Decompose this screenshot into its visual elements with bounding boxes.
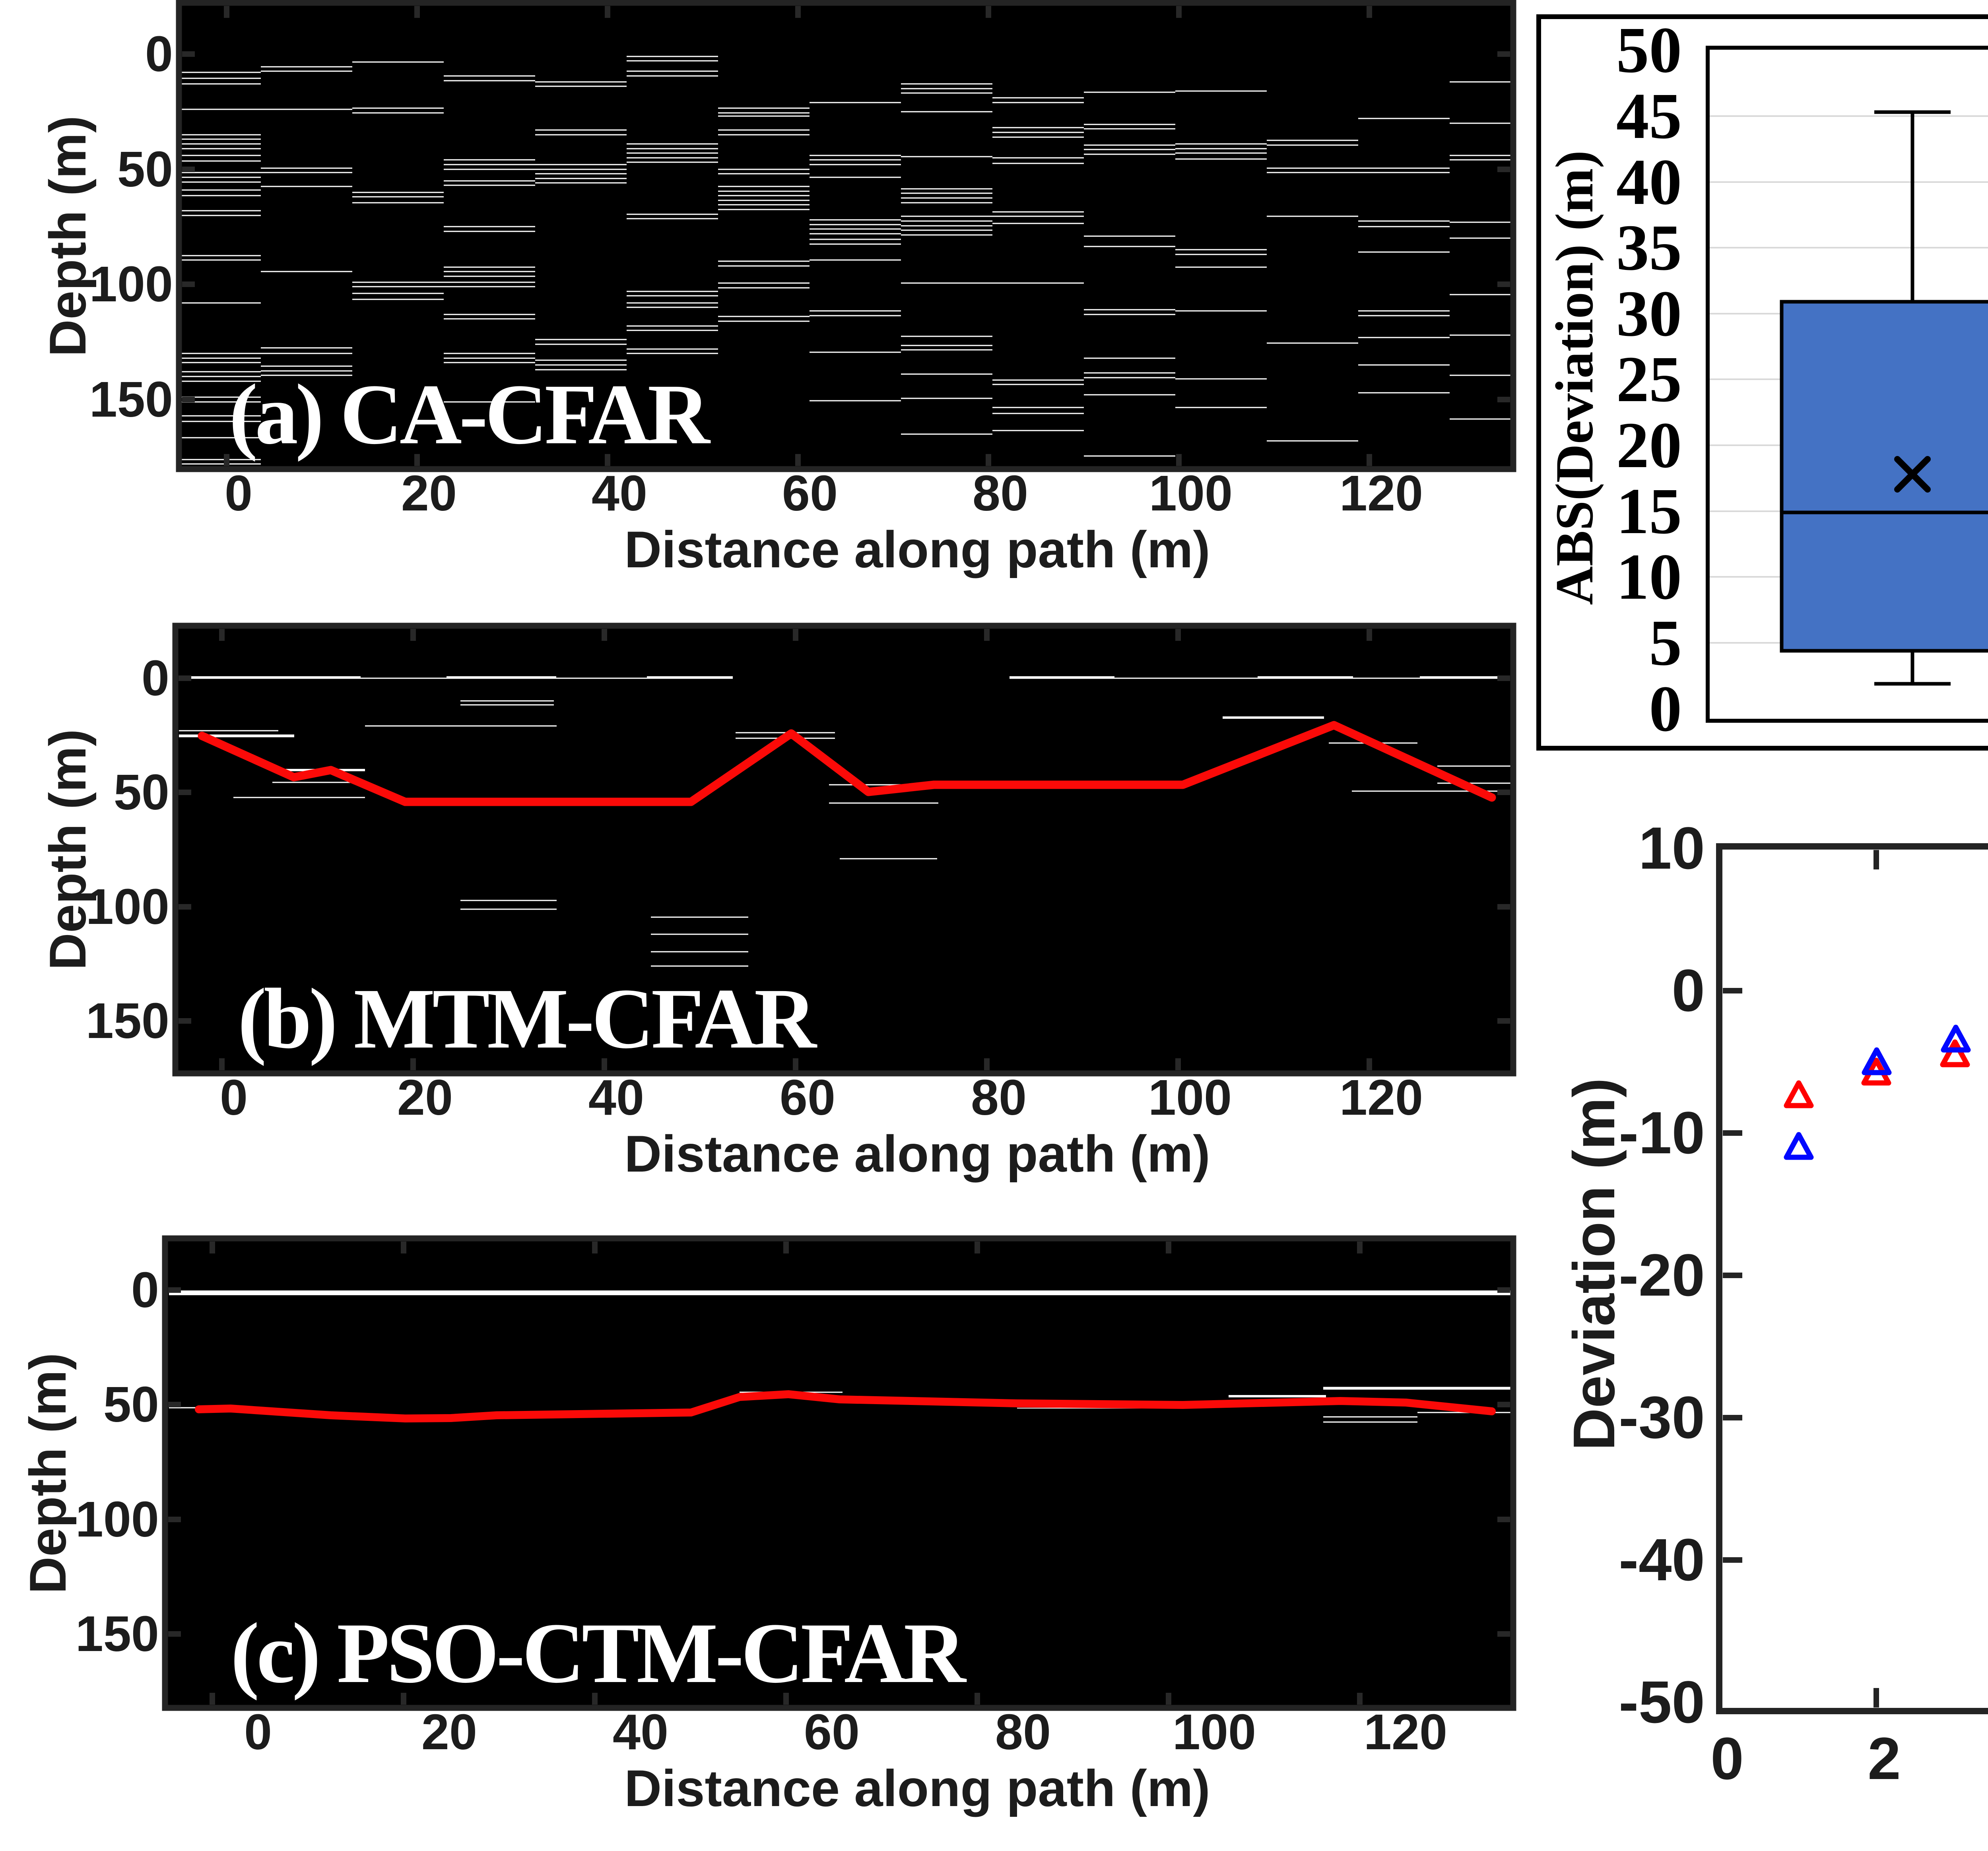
svg-text:80: 80 — [973, 465, 1028, 521]
svg-text:0: 0 — [244, 1704, 272, 1760]
svg-text:40: 40 — [613, 1704, 668, 1760]
svg-text:100: 100 — [86, 879, 169, 935]
svg-text:10: 10 — [1616, 540, 1682, 613]
svg-text:100: 100 — [1173, 1704, 1256, 1760]
svg-text:60: 60 — [782, 465, 838, 521]
svg-text:Depth (m): Depth (m) — [19, 1353, 77, 1594]
svg-text:Distance along path (m): Distance along path (m) — [624, 1125, 1210, 1183]
svg-text:Depth (m): Depth (m) — [39, 116, 97, 357]
svg-text:100: 100 — [89, 256, 173, 312]
svg-text:100: 100 — [1149, 465, 1233, 521]
svg-text:0: 0 — [220, 1069, 248, 1125]
svg-text:-40: -40 — [1619, 1526, 1705, 1593]
svg-text:40: 40 — [1616, 146, 1682, 218]
svg-text:10: 10 — [1639, 815, 1705, 881]
svg-text:0: 0 — [131, 1262, 159, 1318]
svg-text:0: 0 — [145, 26, 173, 82]
svg-text:30: 30 — [1616, 277, 1682, 350]
svg-text:0: 0 — [1649, 672, 1682, 745]
svg-text:(c) PSO-CTM-CFAR: (c) PSO-CTM-CFAR — [231, 1605, 967, 1701]
svg-text:50: 50 — [117, 141, 173, 197]
svg-text:45: 45 — [1616, 80, 1682, 152]
svg-text:60: 60 — [780, 1069, 835, 1125]
svg-text:0: 0 — [1710, 1725, 1743, 1792]
svg-text:(b) MTM-CFAR: (b) MTM-CFAR — [238, 971, 817, 1066]
svg-text:35: 35 — [1616, 211, 1682, 284]
svg-text:20: 20 — [421, 1704, 477, 1760]
svg-text:-10: -10 — [1619, 1099, 1705, 1166]
svg-text:0: 0 — [142, 650, 169, 706]
svg-text:15: 15 — [1616, 475, 1682, 547]
svg-text:20: 20 — [401, 465, 457, 521]
svg-text:120: 120 — [1340, 1069, 1423, 1125]
svg-text:150: 150 — [86, 993, 169, 1049]
svg-text:120: 120 — [1364, 1704, 1447, 1760]
svg-text:80: 80 — [995, 1704, 1051, 1760]
svg-text:40: 40 — [588, 1069, 644, 1125]
svg-text:50: 50 — [1616, 14, 1682, 86]
svg-text:Distance along path (m): Distance along path (m) — [624, 520, 1210, 578]
svg-text:100: 100 — [76, 1491, 159, 1547]
svg-text:ABS(Deviation) (m): ABS(Deviation) (m) — [1545, 150, 1604, 605]
svg-text:(a) CA-CFAR: (a) CA-CFAR — [229, 367, 711, 462]
svg-text:100: 100 — [1148, 1069, 1232, 1125]
svg-text:0: 0 — [225, 465, 252, 521]
svg-text:25: 25 — [1616, 343, 1682, 415]
svg-text:-20: -20 — [1619, 1242, 1705, 1308]
svg-text:Depth (m): Depth (m) — [39, 729, 97, 970]
svg-text:Distance along path (m): Distance along path (m) — [624, 1759, 1210, 1817]
svg-text:-30: -30 — [1619, 1384, 1705, 1451]
svg-text:Deviation (m): Deviation (m) — [1561, 1078, 1627, 1450]
svg-text:50: 50 — [103, 1376, 159, 1432]
svg-text:150: 150 — [76, 1606, 159, 1662]
svg-text:-50: -50 — [1619, 1669, 1705, 1735]
svg-text:20: 20 — [397, 1069, 453, 1125]
svg-text:50: 50 — [114, 764, 169, 820]
svg-text:0: 0 — [1672, 957, 1705, 1024]
svg-text:20: 20 — [1616, 409, 1682, 481]
svg-text:120: 120 — [1340, 465, 1423, 521]
svg-text:2: 2 — [1868, 1725, 1901, 1792]
svg-text:80: 80 — [971, 1069, 1027, 1125]
svg-text:5: 5 — [1649, 606, 1682, 679]
svg-text:60: 60 — [804, 1704, 860, 1760]
svg-text:150: 150 — [89, 371, 173, 427]
svg-text:40: 40 — [592, 465, 647, 521]
